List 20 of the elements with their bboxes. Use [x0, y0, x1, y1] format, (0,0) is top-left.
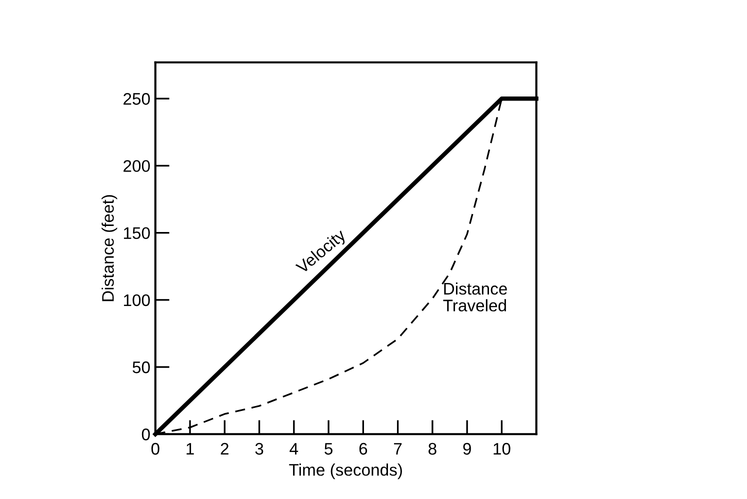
x-axis-title: Time (seconds)	[289, 464, 402, 480]
x-tick-label: 4	[290, 443, 298, 455]
x-tick-label: 5	[324, 443, 332, 455]
x-tick-label: 10	[494, 442, 510, 455]
x-tick-label: 6	[359, 442, 368, 455]
y-tick-label: 50	[132, 361, 150, 374]
y-tick-label: 0	[142, 428, 150, 440]
y-axis-title: Distance (feet)	[102, 195, 118, 302]
y-tick-label: 150	[124, 227, 150, 240]
x-tick-label: 3	[255, 442, 264, 455]
x-tick-label: 7	[394, 443, 402, 455]
x-tick-label: 2	[220, 442, 228, 455]
series-label: Distance Traveled	[443, 282, 507, 312]
y-tick-label: 100	[124, 294, 150, 306]
x-tick-label: 9	[463, 442, 471, 455]
x-tick-label: 0	[151, 442, 160, 455]
y-tick-label: 250	[124, 93, 150, 105]
y-tick-label: 200	[124, 160, 150, 172]
x-tick-label: 1	[186, 443, 194, 455]
x-tick-label: 8	[428, 442, 436, 455]
